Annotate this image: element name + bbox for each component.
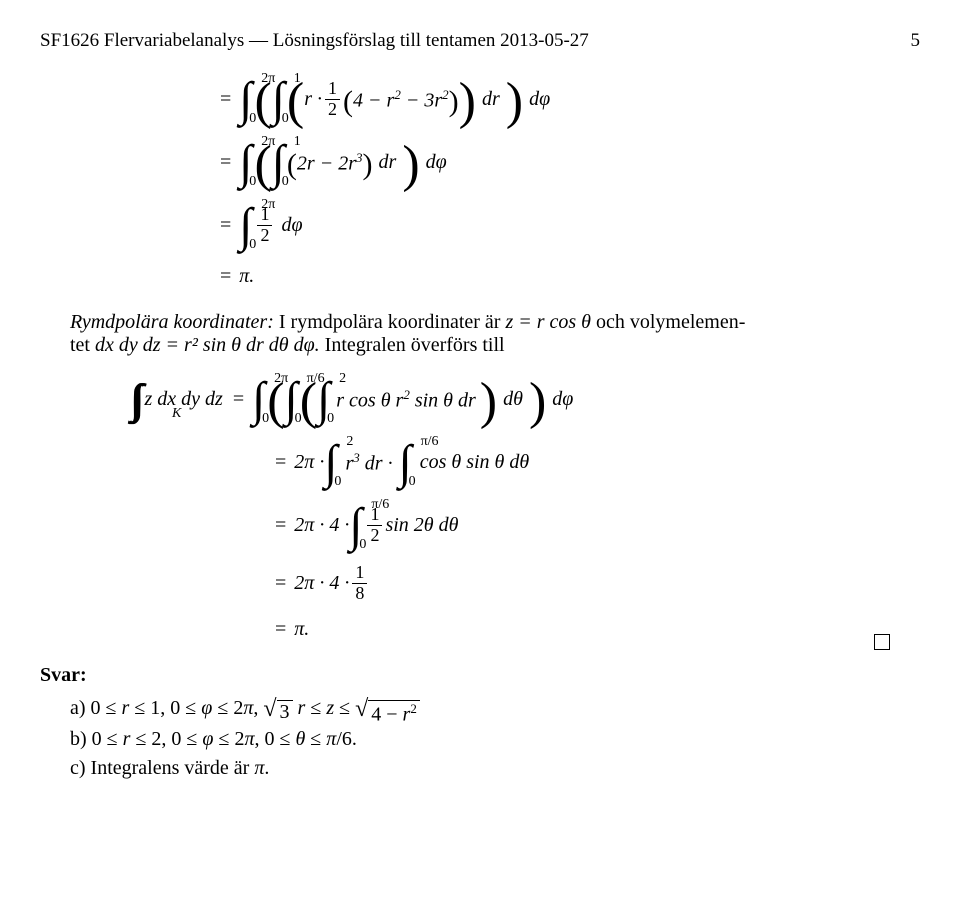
fraction-eighth: 1 8 [352, 563, 367, 604]
dphi-text: dφ [552, 388, 573, 411]
paren-close: ) [529, 376, 546, 428]
inner-expr: r cos θ r2 sin θ dr [336, 387, 476, 413]
eq-sign: = [275, 618, 286, 641]
eq-line-2: = ∫ 2π 0 ( ∫ 1 0 ( 2r − 2r3 ) dr ) dφ [220, 135, 920, 190]
svar-a-mid: r ≤ z ≤ [298, 697, 356, 719]
sin2theta: sin 2θ dθ [385, 514, 458, 537]
inner-paren-open: ( [287, 150, 297, 180]
svar-body: a) 0 ≤ r ≤ 1, 0 ≤ φ ≤ 2π, √ 3 r ≤ z ≤ √ … [70, 695, 920, 780]
paren-open-2: ( [287, 76, 304, 128]
inner-expr: 4 − r2 − 3r2 [353, 87, 449, 113]
paragraph-rymdpolara: Rymdpolära koordinater: I rymdpolära koo… [70, 311, 890, 357]
dtheta-text: dθ [503, 388, 523, 411]
qed-box [874, 634, 890, 650]
paren-close: ) [506, 76, 523, 128]
prefix: 2π · [294, 451, 324, 474]
dphi-text: dφ [281, 214, 302, 237]
paren-open: ( [267, 376, 284, 428]
paren-open-2: ( [300, 376, 317, 428]
eq-line-1: = ∫ 2π 0 ( ∫ 1 0 ( r · 1 2 ( 4 − r2 − 3r… [220, 72, 920, 127]
paren-close-2: ) [480, 376, 497, 428]
pi-result: π. [239, 265, 254, 288]
paren-close-2: ) [459, 76, 476, 128]
equation-block-2: ∫∫∫ K z dx dy dz = ∫ 2π 0 ( ∫ π/6 0 ( ∫ … [130, 372, 920, 644]
dphi-text: dφ [426, 151, 447, 174]
inner-paren-close: ) [449, 87, 459, 117]
eq-line-8: = 2π · 4 · 1 8 [275, 561, 920, 606]
sqrt-4-r2: √ 4 − r2 [355, 695, 420, 722]
triple-integral: ∫∫∫ K [130, 379, 135, 421]
eq-line-3: = ∫ 2π 0 1 2 dφ [220, 198, 920, 253]
integral: ∫ 2π 0 [239, 202, 252, 250]
para-body2: och volymelemen- [596, 311, 745, 333]
dr-text: dr [379, 151, 397, 174]
svar-a: a) 0 ≤ r ≤ 1, 0 ≤ φ ≤ 2π, √ 3 r ≤ z ≤ √ … [70, 695, 920, 722]
dr-text: dr [482, 88, 500, 111]
r-factor: r · [304, 88, 322, 111]
integral-1: ∫ 2π 0 [252, 376, 265, 424]
eq-sign: = [220, 265, 231, 288]
svar-label: Svar: [40, 664, 87, 686]
eq-line-4: = π. [220, 261, 920, 291]
para-prefix: Rymdpolära koordinater: [70, 311, 279, 333]
svar-a-pre: a) 0 ≤ r ≤ 1, 0 ≤ φ ≤ 2π, [70, 697, 263, 719]
sqrt-3r: √ 3 [263, 695, 292, 719]
paren-open: ( [254, 139, 271, 191]
inner-paren-open: ( [343, 87, 353, 117]
integral-2: ∫ 1 0 [272, 76, 285, 124]
eq-line-5: ∫∫∫ K z dx dy dz = ∫ 2π 0 ( ∫ π/6 0 ( ∫ … [130, 372, 920, 427]
paren-open: ( [254, 76, 271, 128]
integral-1: ∫ 2 0 [324, 439, 337, 487]
doc-header: SF1626 Flervariabelanalys — Lösningsförs… [40, 30, 920, 52]
cos-sin: cos θ sin θ dθ [420, 451, 529, 474]
eq-sign: = [220, 214, 231, 237]
eq-line-7: = 2π · 4 · ∫ π/6 0 1 2 sin 2θ dθ [275, 498, 920, 553]
eq-sign: = [275, 572, 286, 595]
paren-close: ) [402, 139, 419, 191]
eq-line-9: = π. [275, 614, 920, 644]
eq-sign: = [275, 514, 286, 537]
z-eq: z = r cos θ [505, 311, 591, 333]
para-dxdydz: dx dy dz = r² sin θ dr dθ dφ. [95, 334, 325, 356]
eq-sign: = [220, 88, 231, 111]
fraction-half: 1 2 [325, 79, 340, 120]
para-body1: I rymdpolära koordinater är [279, 311, 506, 333]
prefix: 2π · 4 · [294, 514, 349, 537]
para-tet: tet [70, 334, 95, 356]
svar-b: b) 0 ≤ r ≤ 2, 0 ≤ φ ≤ 2π, 0 ≤ θ ≤ π/6. [70, 728, 920, 751]
dphi-text: dφ [529, 88, 550, 111]
para-body3: Integralen överförs till [325, 334, 505, 356]
header-left: SF1626 Flervariabelanalys — Lösningsförs… [40, 30, 589, 52]
integral-2: ∫ π/6 0 [399, 439, 412, 487]
integral-1: ∫ 2π 0 [239, 76, 252, 124]
r3dr: r3 dr · [345, 450, 392, 476]
integral-2: ∫ 1 0 [272, 139, 285, 187]
equation-block-1: = ∫ 2π 0 ( ∫ 1 0 ( r · 1 2 ( 4 − r2 − 3r… [220, 72, 920, 291]
eq-sign: = [275, 451, 286, 474]
pi-result: π. [294, 618, 309, 641]
inner-expr: 2r − 2r3 [297, 150, 363, 176]
header-page-number: 5 [911, 30, 921, 52]
inner-paren-close: ) [363, 150, 373, 180]
lhs-integrand: z dx dy dz [145, 388, 223, 411]
eq-line-6: = 2π · ∫ 2 0 r3 dr · ∫ π/6 0 cos θ sin θ… [275, 435, 920, 490]
svar-section: Svar: a) 0 ≤ r ≤ 1, 0 ≤ φ ≤ 2π, √ 3 r ≤ … [40, 664, 920, 780]
integral: ∫ π/6 0 [349, 502, 362, 550]
svar-c: c) Integralens värde är π. [70, 757, 920, 780]
integral-2: ∫ π/6 0 [285, 376, 298, 424]
integral-3: ∫ 2 0 [317, 376, 330, 424]
eq-sign: = [220, 151, 231, 174]
prefix: 2π · 4 · [294, 572, 349, 595]
integral-1: ∫ 2π 0 [239, 139, 252, 187]
eq-sign: = [233, 388, 244, 411]
